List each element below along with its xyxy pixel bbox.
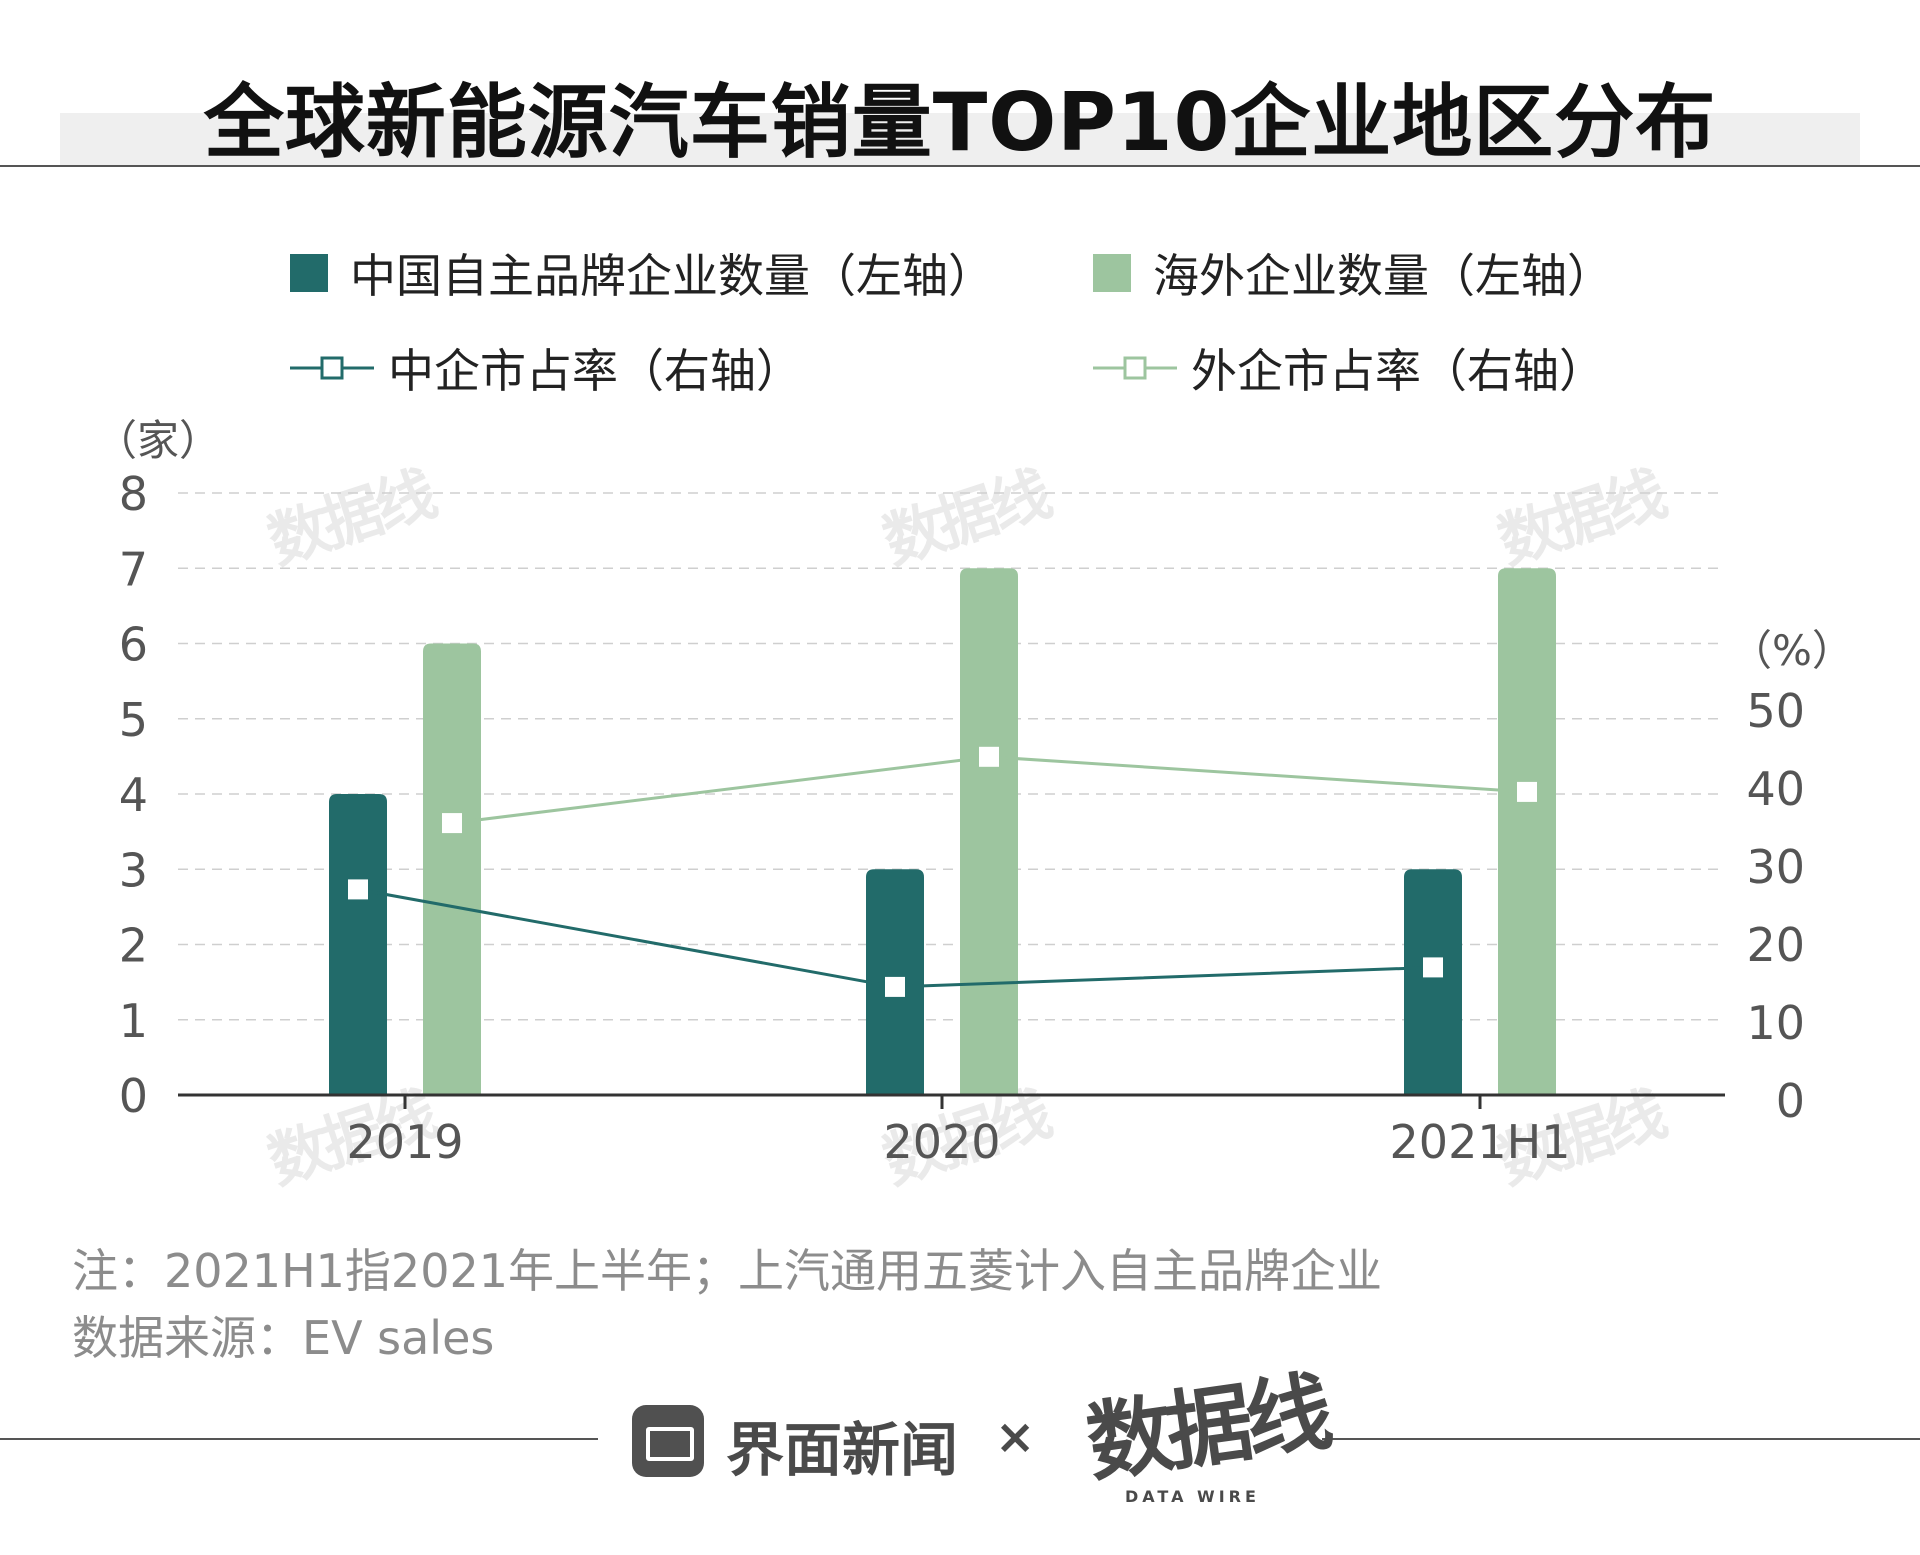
right-tick-label: 20 (1746, 918, 1805, 972)
legend-overseas-bar-swatch (1093, 254, 1131, 292)
legend-china-line: 中企市占率（右轴） (290, 335, 802, 401)
bar-overseas (1498, 568, 1556, 1095)
legend-china-line-label: 中企市占率（右轴） (388, 344, 802, 398)
line-marker (885, 976, 905, 997)
left-tick-label: 4 (119, 768, 148, 822)
bar-overseas (960, 568, 1018, 1095)
legend-china-line-marker (290, 356, 374, 380)
left-tick-label: 7 (119, 542, 148, 596)
footer-brand: 界面新闻 (726, 1416, 959, 1484)
bar-china (329, 794, 387, 1095)
x-tick-label: 2020 (883, 1115, 1000, 1169)
left-tick-label: 1 (119, 994, 148, 1048)
legend-overseas-line: 外企市占率（右轴） (1093, 335, 1605, 401)
bars (329, 568, 1556, 1095)
legend-overseas-line-label: 外企市占率（右轴） (1191, 344, 1605, 398)
left-tick-label: 2 (119, 919, 148, 973)
left-tick-label: 0 (119, 1069, 148, 1123)
title-divider (0, 165, 1920, 167)
chart-title: 全球新能源汽车销量TOP10企业地区分布 (203, 76, 1717, 169)
line-marker (979, 746, 999, 767)
line-marker (348, 879, 368, 900)
line-marker (442, 813, 462, 834)
title-band (60, 113, 1860, 165)
legend-overseas-bar: 海外企业数量（左轴） (1093, 240, 1613, 306)
line-marker (1517, 781, 1537, 802)
legend-china-bar-label: 中国自主品牌企业数量（左轴） (350, 249, 994, 303)
legend-china-bar-swatch (290, 254, 328, 292)
footer-divider-left (0, 1438, 598, 1440)
x-tick-label: 2021H1 (1390, 1115, 1571, 1169)
line-marker (1423, 957, 1443, 978)
right-tick-label: 0 (1776, 1074, 1805, 1128)
chart-note: 注：2021H1指2021年上半年；上汽通用五菱计入自主品牌企业 (72, 1244, 1382, 1298)
footer-divider-right (1322, 1438, 1920, 1440)
data-source: 数据来源：EV sales (72, 1311, 495, 1365)
left-tick-label: 8 (119, 467, 148, 521)
legend-china-bar: 中国自主品牌企业数量（左轴） (290, 240, 994, 306)
left-tick-label: 5 (119, 693, 148, 747)
left-tick-label: 6 (119, 618, 148, 672)
right-axis-unit: （%） (1730, 626, 1854, 675)
bar-china (1404, 869, 1462, 1095)
footer-separator: × (995, 1409, 1036, 1465)
left-tick-label: 3 (119, 843, 148, 897)
right-tick-label: 30 (1746, 840, 1805, 894)
gridlines (178, 492, 1725, 1021)
footer-partner-sub: DATA WIRE (1125, 1487, 1260, 1506)
right-tick-label: 40 (1746, 762, 1805, 816)
tick-labels: 0 1 2 3 4 5 6 7 8（家） 0 10 20 30 40 50 （%） 2019 2020 2021H1 (95, 416, 1854, 1169)
jiemian-logo-icon (632, 1405, 704, 1477)
series-lines (348, 746, 1537, 997)
legend-overseas-line-marker (1093, 356, 1177, 380)
x-tick-label: 2019 (346, 1115, 463, 1169)
left-axis-unit: （家） (95, 416, 221, 465)
right-tick-label: 10 (1746, 996, 1805, 1050)
axes (178, 1093, 1725, 1109)
legend-overseas-bar-label: 海外企业数量（左轴） (1153, 249, 1613, 303)
bar-overseas (423, 643, 481, 1095)
right-tick-label: 50 (1746, 684, 1805, 738)
